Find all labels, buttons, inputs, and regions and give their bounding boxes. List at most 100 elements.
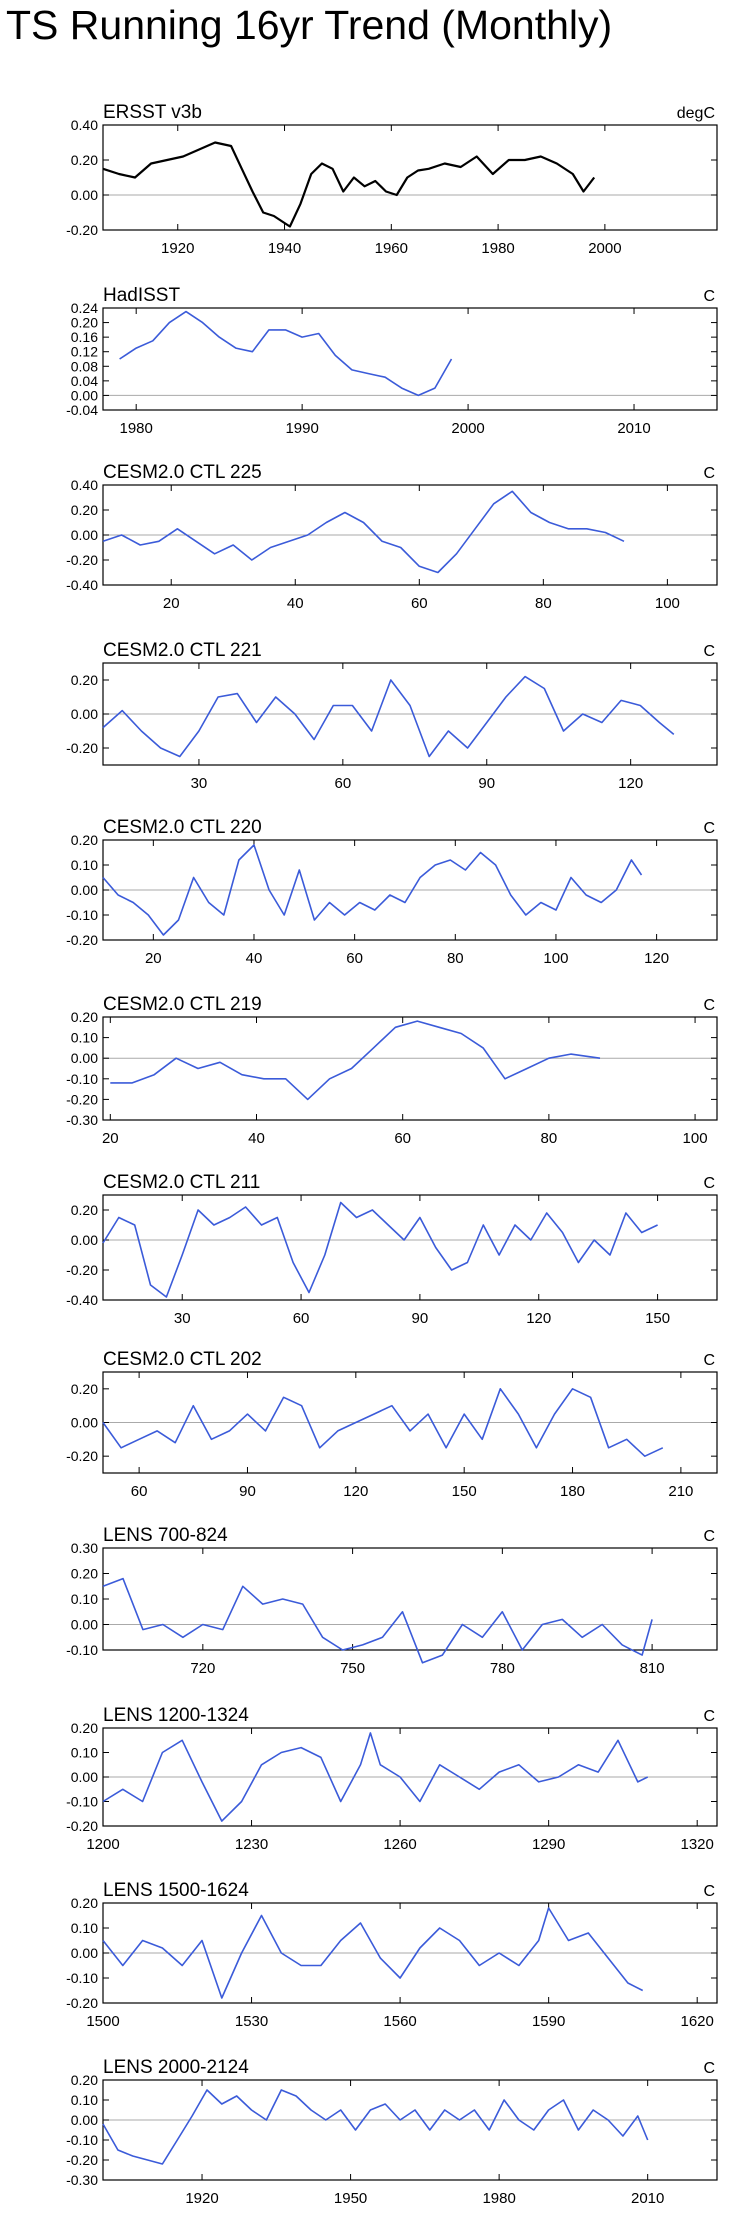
x-tick-label: 1530 xyxy=(235,2013,268,2030)
y-tick-label: 0.40 xyxy=(71,477,98,493)
y-tick-label: 0.00 xyxy=(71,1050,98,1066)
chart-panel-9: LENS 700-824 C -0.10 0.00 0.10 0.20 0.30 720 750… xyxy=(66,1525,718,1677)
x-tick-label: 60 xyxy=(411,595,428,612)
x-tick-label: 120 xyxy=(343,1483,368,1500)
chart-panel-12: LENS 2000-2124 C -0.30 -0.20 -0.10 0.00 0.10 0.… xyxy=(66,2057,718,2207)
series-line xyxy=(102,1201,658,1298)
chart-panel-8: CESM2.0 CTL 202 C -0.20 0.00 0.20 60 90 120 150 1… xyxy=(66,1349,718,1500)
series-line xyxy=(102,844,643,936)
series-line xyxy=(119,310,453,397)
y-tick-label: 0.20 xyxy=(71,672,98,688)
x-tick-label: 180 xyxy=(560,1483,585,1500)
series-line xyxy=(102,1577,653,1664)
x-tick-label: 100 xyxy=(543,950,568,967)
chart-panel-2: HadISST C -0.040.000.040.080.120.160.200.2… xyxy=(66,285,718,437)
x-tick-label: 60 xyxy=(131,1483,148,1500)
y-tick-label: -0.10 xyxy=(66,1071,98,1087)
x-tick-label: 1990 xyxy=(285,420,318,437)
series-line xyxy=(102,675,675,758)
units-label: C xyxy=(703,1175,715,1192)
y-tick-label: 0.30 xyxy=(71,1540,98,1556)
y-tick-label: -0.20 xyxy=(66,2152,98,2168)
x-tick-label: 120 xyxy=(526,1310,551,1327)
y-tick-label: -0.30 xyxy=(66,2172,98,2188)
y-tick-label: -0.10 xyxy=(66,907,98,923)
series-line xyxy=(102,490,625,574)
chart-title: ERSST v3b xyxy=(103,102,202,123)
x-tick-label: 150 xyxy=(452,1483,477,1500)
series-line xyxy=(110,1020,601,1101)
x-tick-label: 90 xyxy=(478,775,495,792)
y-tick-label: 0.00 xyxy=(71,1232,98,1248)
x-tick-label: 80 xyxy=(541,1130,558,1147)
units-label: C xyxy=(703,643,715,660)
x-tick-label: 30 xyxy=(174,1310,191,1327)
y-tick-label: 0.20 xyxy=(71,152,98,168)
x-tick-label: 1950 xyxy=(334,2190,367,2207)
x-tick-label: 90 xyxy=(412,1310,429,1327)
x-tick-label: 2010 xyxy=(631,2190,664,2207)
y-tick-label: 0.10 xyxy=(71,2092,98,2108)
x-tick-label: 750 xyxy=(340,1660,365,1677)
units-label: C xyxy=(703,1352,715,1369)
series-line xyxy=(102,1388,664,1457)
y-tick-label: 0.00 xyxy=(71,1415,98,1431)
plot-frame xyxy=(102,1016,718,1121)
x-tick-label: 120 xyxy=(618,775,643,792)
x-tick-label: 40 xyxy=(246,950,263,967)
y-tick-label: 0.08 xyxy=(71,358,98,374)
y-tick-label: 0.04 xyxy=(71,373,98,389)
y-tick-label: -0.10 xyxy=(66,1970,98,1986)
units-label: C xyxy=(703,1708,715,1725)
x-tick-label: 720 xyxy=(190,1660,215,1677)
chart-title: HadISST xyxy=(103,285,180,306)
chart-title: LENS 1200-1324 xyxy=(103,1705,249,1726)
chart-title: CESM2.0 CTL 211 xyxy=(103,1172,260,1193)
x-tick-label: 40 xyxy=(287,595,304,612)
y-tick-label: 0.10 xyxy=(71,1745,98,1761)
x-tick-label: 810 xyxy=(640,1660,665,1677)
y-tick-label: 0.20 xyxy=(71,1381,98,1397)
x-tick-label: 1980 xyxy=(120,420,153,437)
y-tick-label: -0.30 xyxy=(66,1112,98,1128)
y-tick-label: -0.20 xyxy=(66,932,98,948)
x-tick-label: 40 xyxy=(248,1130,265,1147)
x-tick-label: 1940 xyxy=(268,240,301,257)
plot-frame xyxy=(102,1547,718,1651)
plot-frame xyxy=(102,124,718,231)
y-tick-label: -0.20 xyxy=(66,552,98,568)
x-tick-label: 20 xyxy=(163,595,180,612)
x-tick-label: 1920 xyxy=(185,2190,218,2207)
units-label: C xyxy=(703,288,715,305)
y-tick-label: 0.20 xyxy=(71,2072,98,2088)
x-tick-label: 20 xyxy=(145,950,162,967)
units-label: C xyxy=(703,1528,715,1545)
chart-panel-3: CESM2.0 CTL 225 C -0.40 -0.20 0.00 0.20 0.40 20… xyxy=(66,462,718,612)
chart-title: LENS 1500-1624 xyxy=(103,1880,249,1901)
series-line xyxy=(102,1732,649,1822)
x-tick-label: 1500 xyxy=(86,2013,119,2030)
plot-frame xyxy=(102,2079,718,2181)
y-tick-label: 0.10 xyxy=(71,1591,98,1607)
x-tick-label: 60 xyxy=(335,775,352,792)
y-tick-label: 0.00 xyxy=(71,187,98,203)
y-tick-label: -0.20 xyxy=(66,1995,98,2011)
x-tick-label: 1230 xyxy=(235,1836,268,1853)
x-tick-label: 1290 xyxy=(532,1836,565,1853)
x-tick-label: 1560 xyxy=(383,2013,416,2030)
units-label: C xyxy=(703,2060,715,2077)
plot-frame xyxy=(102,1194,718,1301)
y-tick-label: -0.40 xyxy=(66,577,98,593)
y-tick-label: -0.20 xyxy=(66,222,98,238)
x-tick-label: 120 xyxy=(644,950,669,967)
x-tick-label: 1960 xyxy=(375,240,408,257)
y-tick-label: 0.16 xyxy=(71,329,98,345)
chart-panel-10: LENS 1200-1324 C -0.20 -0.10 0.00 0.10 0.20 120… xyxy=(66,1705,718,1853)
x-tick-label: 90 xyxy=(239,1483,256,1500)
x-tick-label: 1320 xyxy=(681,1836,714,1853)
units-label: C xyxy=(703,465,715,482)
chart-title: CESM2.0 CTL 221 xyxy=(103,640,262,661)
y-tick-label: 0.40 xyxy=(71,117,98,133)
chart-title: LENS 2000-2124 xyxy=(103,2057,249,2078)
